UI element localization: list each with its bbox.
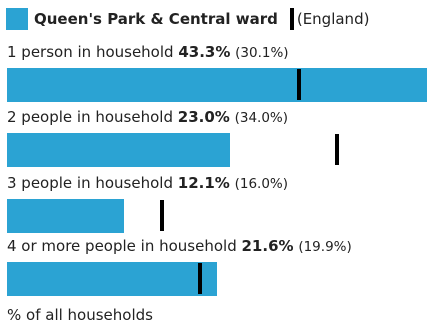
value-label: 43.3% <box>178 43 231 61</box>
comparison-marker <box>334 134 339 165</box>
bar-track <box>7 199 427 233</box>
bar-row-2: 2 people in household 23.0% (34.0%) <box>7 106 427 167</box>
legend-area-name: Queen's Park & Central ward <box>34 10 278 28</box>
row-label: 2 people in household 23.0% (34.0%) <box>7 106 427 128</box>
comparison-marker <box>296 69 301 100</box>
value-label: 21.6% <box>241 237 294 255</box>
comparison-label: (30.1%) <box>235 45 289 61</box>
category-label: 3 people in household <box>7 174 173 192</box>
legend: Queen's Park & Central ward (England) <box>6 8 369 30</box>
comparison-marker-swatch <box>289 8 294 30</box>
value-label: 12.1% <box>177 174 230 192</box>
value-label: 23.0% <box>177 108 230 126</box>
bar-track <box>7 133 427 167</box>
bar-track <box>7 262 427 296</box>
axis-label: % of all households <box>7 306 153 324</box>
row-label: 1 person in household 43.3% (30.1%) <box>7 41 427 63</box>
row-label: 4 or more people in household 21.6% (19.… <box>7 235 427 257</box>
bar-row-4: 4 or more people in household 21.6% (19.… <box>7 235 427 296</box>
area-swatch <box>6 8 28 30</box>
row-label: 3 people in household 12.1% (16.0%) <box>7 172 427 194</box>
comparison-marker <box>198 263 203 294</box>
comparison-label: (19.9%) <box>298 239 352 255</box>
area-bar <box>7 199 125 233</box>
comparison-label: (34.0%) <box>234 110 289 126</box>
area-bar <box>7 262 217 296</box>
category-label: 4 or more people in household <box>7 237 237 255</box>
area-bar <box>7 68 427 102</box>
comparison-marker <box>160 200 165 231</box>
category-label: 2 people in household <box>7 108 173 126</box>
comparison-label: (16.0%) <box>234 176 289 192</box>
category-label: 1 person in household <box>7 43 174 61</box>
bar-track <box>7 68 427 102</box>
area-bar <box>7 133 231 167</box>
bar-row-3: 3 people in household 12.1% (16.0%) <box>7 172 427 233</box>
bar-row-1: 1 person in household 43.3% (30.1%) <box>7 41 427 102</box>
legend-comparison-name: (England) <box>296 10 370 28</box>
